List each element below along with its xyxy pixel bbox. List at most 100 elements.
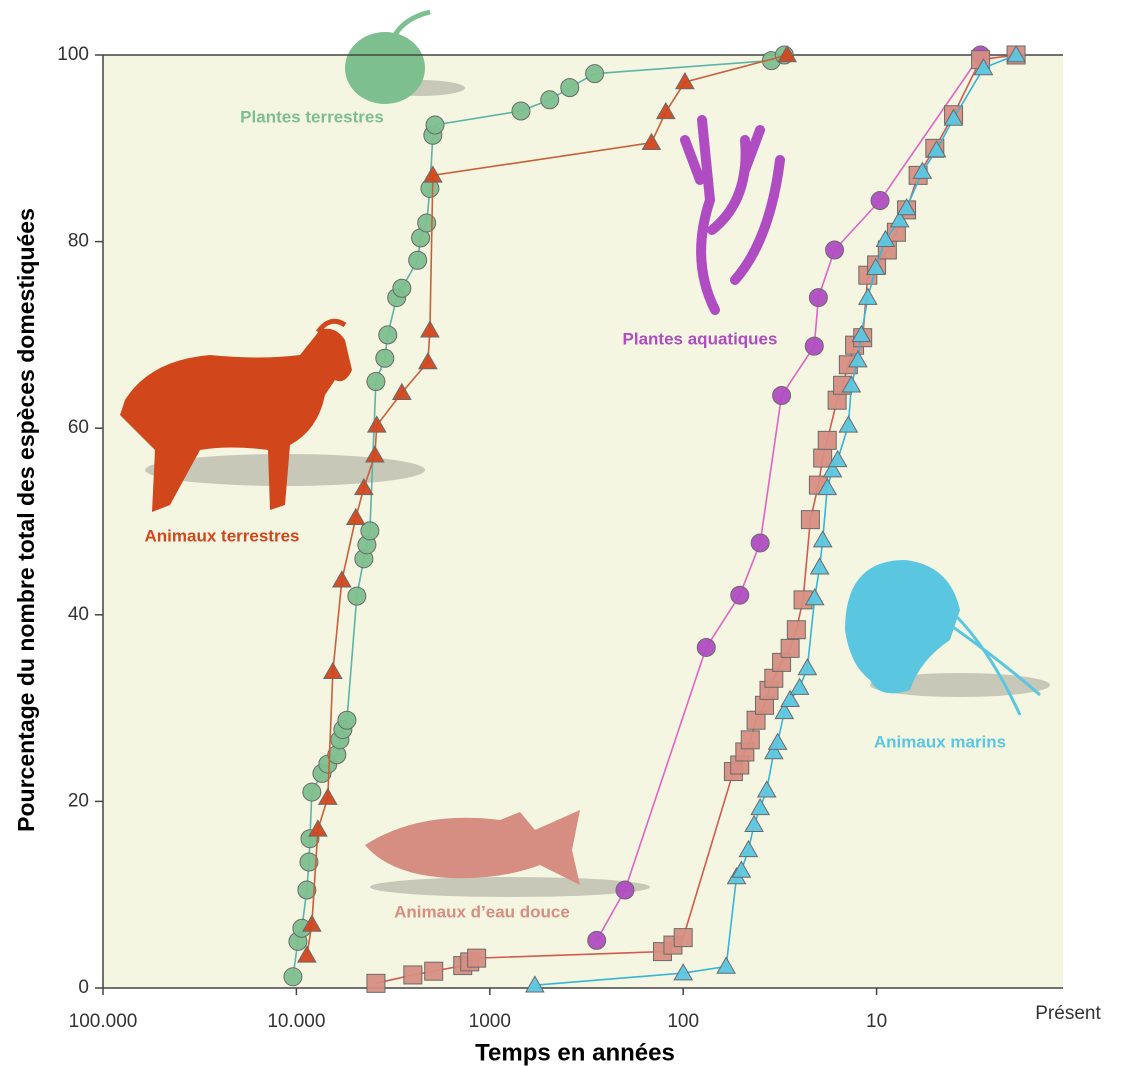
data-point bbox=[804, 336, 824, 356]
data-point bbox=[764, 668, 784, 688]
data-point bbox=[875, 229, 896, 247]
data-point bbox=[364, 445, 385, 463]
data-point bbox=[870, 191, 890, 211]
shadow bbox=[870, 673, 1050, 697]
x-tick-label: 1000 bbox=[469, 1011, 511, 1032]
data-point bbox=[804, 587, 825, 606]
data-point bbox=[738, 839, 759, 858]
data-point bbox=[808, 288, 828, 308]
data-point bbox=[809, 557, 830, 575]
data-point bbox=[366, 372, 386, 392]
data-point bbox=[425, 115, 445, 135]
illustrations bbox=[120, 9, 1050, 897]
apple-stem bbox=[392, 9, 431, 37]
data-point bbox=[731, 860, 752, 878]
data-point bbox=[817, 430, 837, 450]
apple-icon bbox=[345, 32, 425, 104]
data-point bbox=[302, 782, 322, 802]
data-point bbox=[716, 956, 736, 974]
data-point bbox=[587, 930, 607, 950]
data-point bbox=[424, 961, 444, 981]
data-point bbox=[926, 140, 947, 158]
data-point bbox=[345, 507, 366, 526]
data-point bbox=[696, 637, 716, 657]
data-point bbox=[301, 914, 322, 932]
fish-icon bbox=[365, 810, 580, 885]
data-point bbox=[786, 620, 806, 640]
data-point bbox=[297, 880, 317, 900]
y-tick-label: 0 bbox=[78, 977, 89, 998]
data-point bbox=[540, 90, 560, 110]
data-point bbox=[865, 257, 886, 275]
data-point bbox=[673, 963, 694, 981]
y-tick-label: 20 bbox=[68, 790, 89, 811]
data-point bbox=[767, 732, 788, 750]
series-label: Animaux d’eau douce bbox=[394, 902, 570, 921]
data-point bbox=[655, 101, 676, 120]
seaweed-icon bbox=[680, 115, 785, 315]
shrimp-legs bbox=[868, 599, 1041, 716]
data-point bbox=[296, 945, 317, 963]
data-point bbox=[797, 657, 818, 676]
data-point bbox=[299, 852, 319, 872]
data-point bbox=[851, 324, 872, 343]
data-point bbox=[467, 948, 487, 968]
data-point bbox=[673, 928, 693, 948]
data-point bbox=[763, 741, 784, 760]
data-point bbox=[420, 320, 440, 338]
data-point bbox=[780, 689, 800, 707]
x-tick-label: 100 bbox=[667, 1011, 699, 1032]
data-point bbox=[332, 570, 352, 588]
data-point bbox=[896, 198, 917, 216]
data-point bbox=[511, 101, 531, 121]
data-point bbox=[912, 161, 933, 179]
data-point bbox=[418, 351, 438, 370]
data-point bbox=[812, 530, 833, 548]
data-point bbox=[800, 510, 820, 530]
data-point bbox=[378, 325, 398, 345]
y-tick-label: 100 bbox=[57, 44, 89, 65]
data-point bbox=[403, 965, 423, 985]
data-point bbox=[1006, 44, 1026, 63]
shrimp-icon bbox=[845, 560, 960, 694]
x-tick-label: Présent bbox=[1035, 1003, 1101, 1024]
data-point bbox=[822, 460, 843, 478]
data-point bbox=[392, 278, 412, 298]
series bbox=[296, 44, 798, 963]
data-point bbox=[756, 780, 777, 798]
data-point bbox=[841, 375, 862, 393]
x-axis-label: Temps en années bbox=[475, 1039, 675, 1066]
data-point bbox=[838, 415, 859, 433]
series bbox=[524, 44, 1026, 993]
data-point bbox=[422, 165, 443, 183]
data-point bbox=[825, 240, 845, 260]
data-point bbox=[353, 477, 374, 496]
data-point bbox=[973, 58, 994, 76]
x-tick-label: 100.000 bbox=[69, 1011, 138, 1032]
y-axis-label: Pourcentage du nombre total des espèces … bbox=[13, 208, 39, 832]
data-point bbox=[813, 448, 833, 468]
shadow bbox=[370, 877, 650, 897]
data-point bbox=[641, 132, 662, 150]
goat-icon bbox=[120, 328, 352, 512]
data-point bbox=[750, 533, 770, 553]
series-label: Plantes aquatiques bbox=[623, 329, 778, 348]
data-point bbox=[337, 710, 357, 730]
data-point bbox=[740, 730, 760, 750]
data-point bbox=[772, 386, 792, 406]
data-point bbox=[317, 787, 338, 805]
data-point bbox=[524, 975, 545, 993]
data-point bbox=[847, 350, 868, 368]
series-label: Animaux marins bbox=[874, 732, 1006, 751]
data-point bbox=[283, 967, 303, 987]
series-label: Plantes terrestres bbox=[240, 107, 384, 126]
data-point bbox=[827, 449, 848, 468]
y-tick-label: 60 bbox=[68, 417, 89, 438]
data-point bbox=[391, 382, 412, 400]
x-tick-label: 10 bbox=[866, 1011, 887, 1032]
data-point bbox=[744, 814, 764, 832]
series bbox=[587, 45, 991, 950]
data-point bbox=[774, 701, 795, 720]
